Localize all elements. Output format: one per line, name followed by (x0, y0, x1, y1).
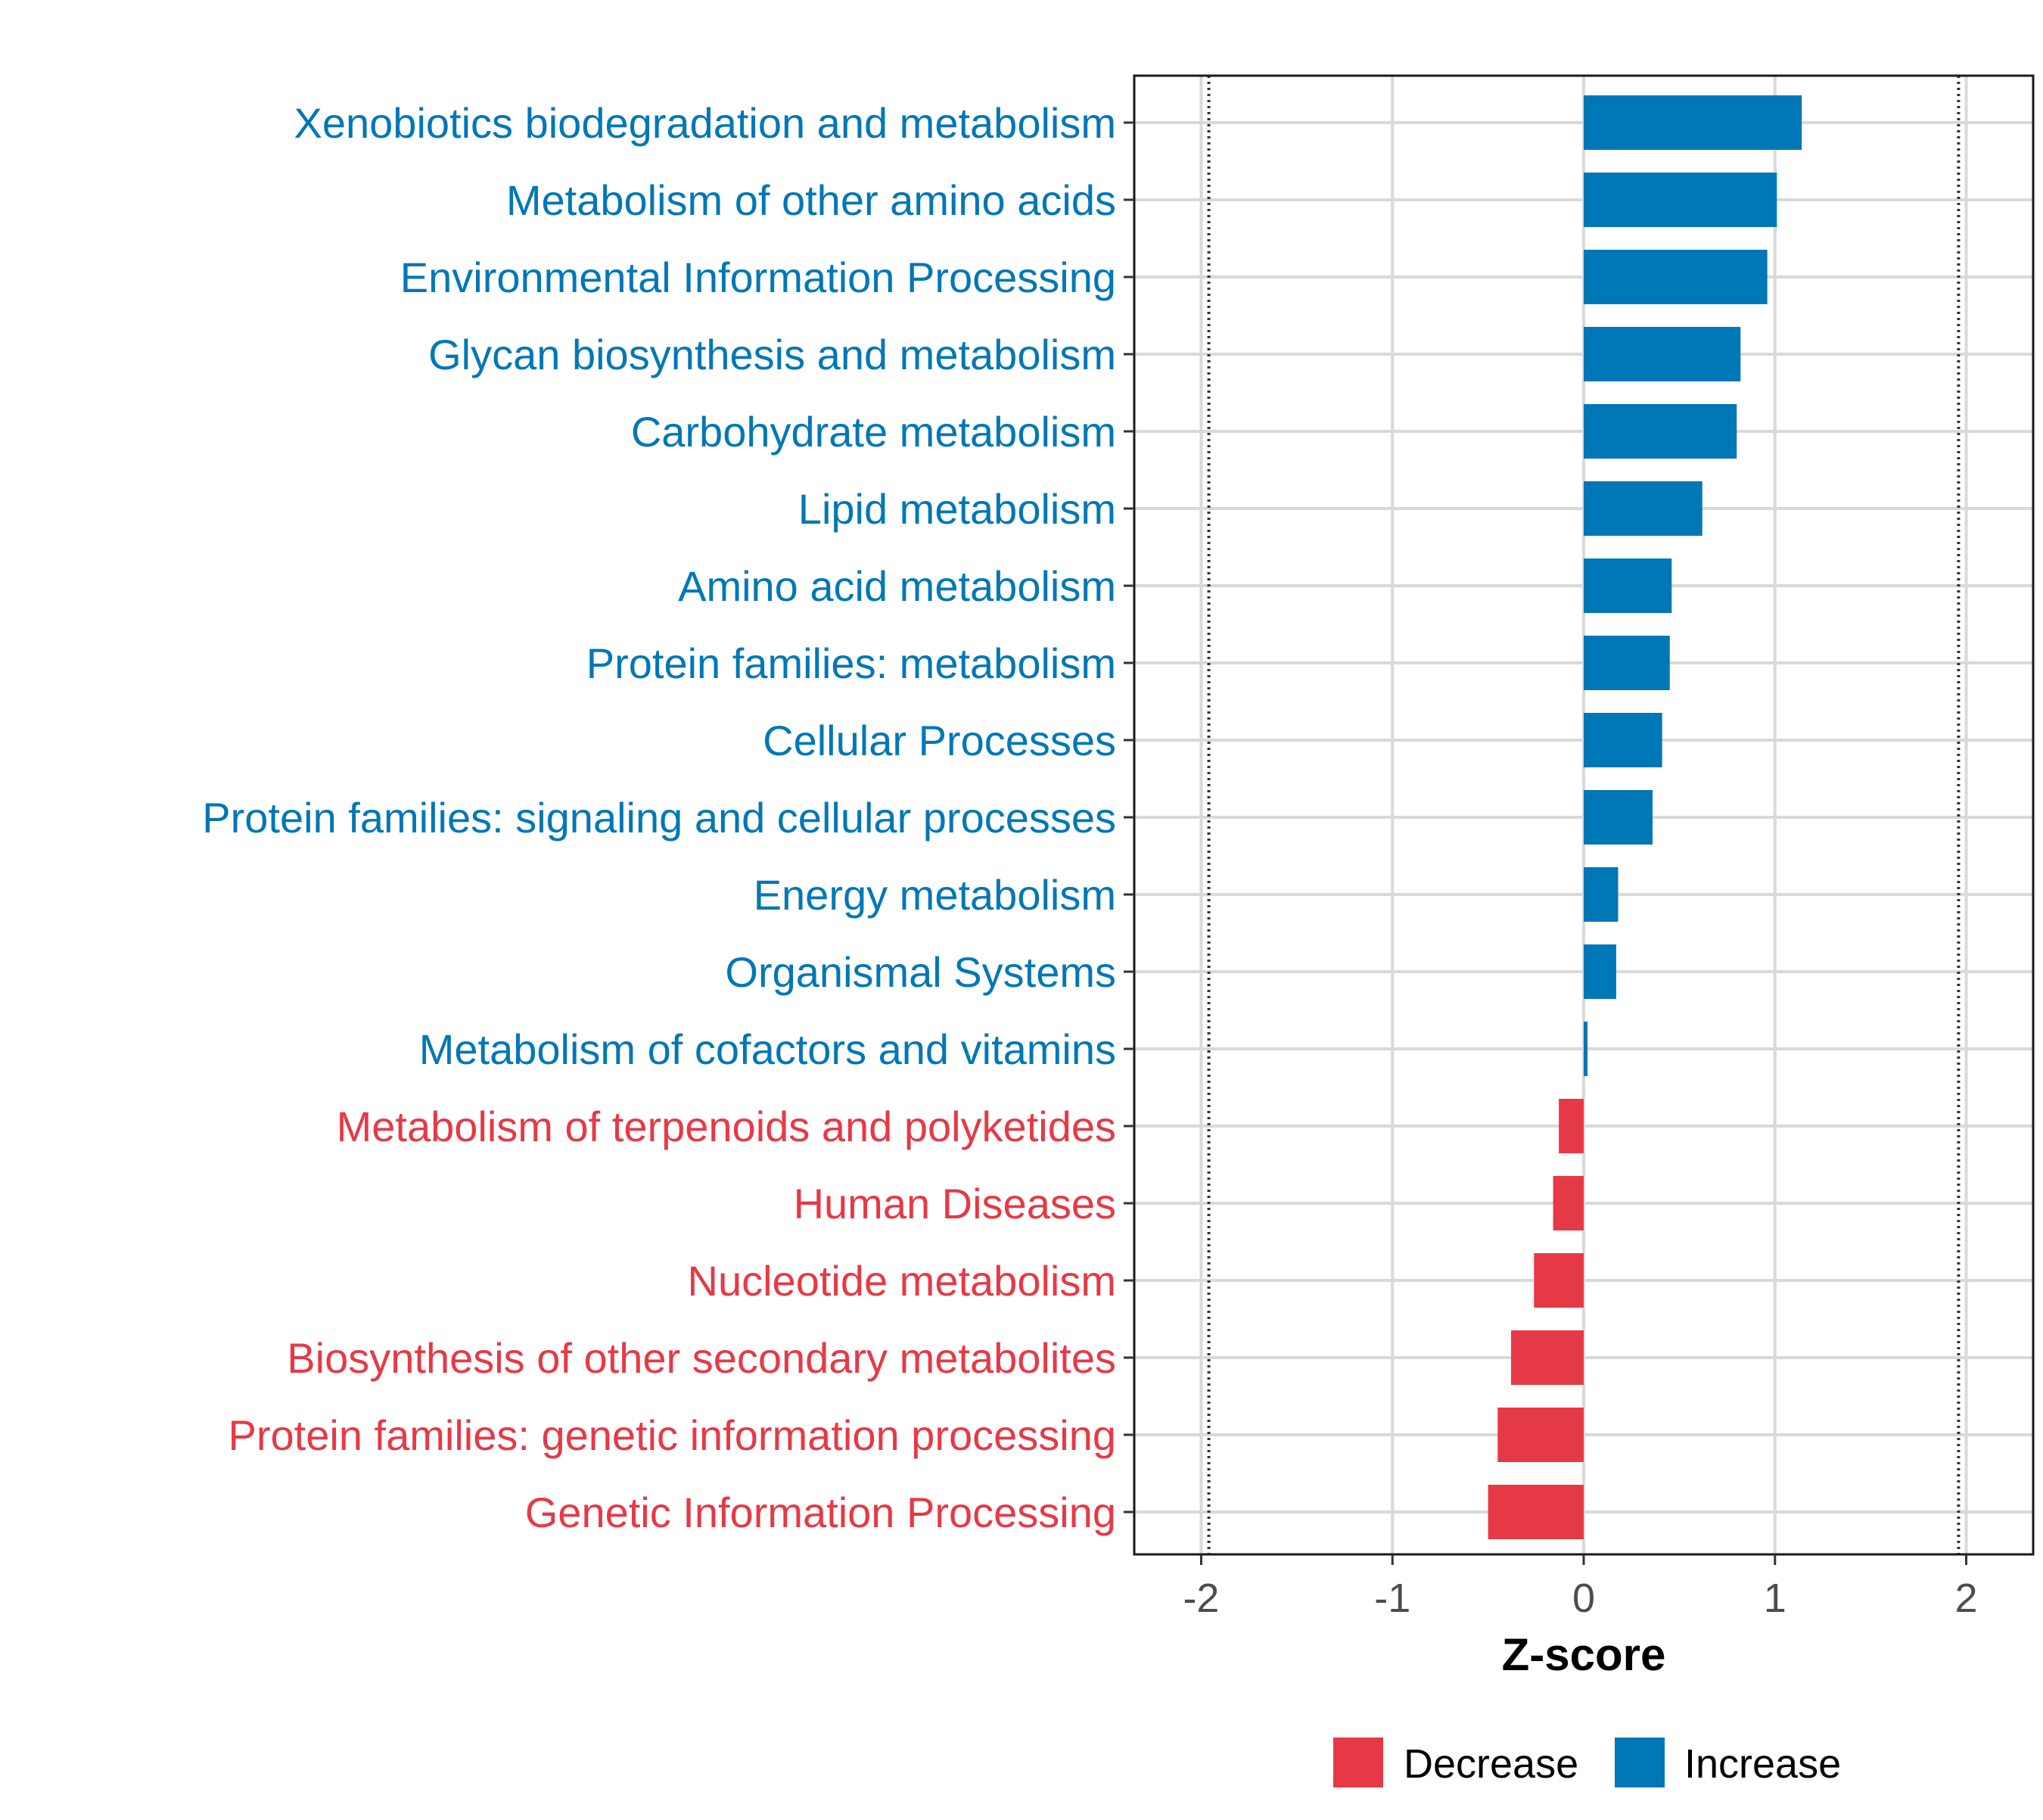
legend-label-increase: Increase (1684, 1741, 1841, 1787)
x-tick-label: -1 (1374, 1576, 1410, 1621)
x-tick-label: -2 (1183, 1576, 1219, 1621)
bar (1584, 790, 1653, 845)
category-label: Cellular Processes (763, 717, 1116, 764)
category-label: Carbohydrate metabolism (631, 408, 1116, 456)
category-label: Protein families: genetic information pr… (229, 1411, 1116, 1459)
bar (1584, 636, 1670, 690)
category-label: Metabolism of other amino acids (506, 176, 1116, 224)
category-label: Amino acid metabolism (678, 562, 1116, 610)
category-label: Environmental Information Processing (400, 254, 1116, 301)
category-label: Genetic Information Processing (525, 1489, 1116, 1536)
bar (1553, 1176, 1584, 1230)
bar (1584, 713, 1662, 767)
category-label: Glycan biosynthesis and metabolism (428, 331, 1116, 378)
bar (1584, 481, 1702, 536)
reference-lines (1207, 76, 1961, 1554)
bar (1584, 558, 1672, 613)
bar (1488, 1485, 1584, 1539)
category-label: Biosynthesis of other secondary metaboli… (287, 1334, 1116, 1382)
category-label: Xenobiotics biodegradation and metabolis… (294, 99, 1116, 147)
bar (1584, 250, 1768, 304)
bar (1584, 404, 1737, 459)
category-label: Energy metabolism (754, 871, 1116, 919)
bar (1559, 1099, 1584, 1153)
bar (1584, 867, 1619, 922)
legend-swatch-increase (1615, 1738, 1665, 1787)
category-label: Protein families: metabolism (586, 639, 1116, 687)
bar (1584, 1022, 1588, 1076)
legend-label-decrease: Decrease (1404, 1741, 1578, 1787)
x-tick-label: 2 (1955, 1576, 1978, 1621)
y-axis-ticks (1124, 121, 1134, 1514)
bar (1510, 1330, 1584, 1385)
y-axis-labels: Xenobiotics biodegradation and metabolis… (202, 99, 1116, 1536)
category-label: Metabolism of terpenoids and polyketides (337, 1103, 1116, 1150)
category-label: Metabolism of cofactors and vitamins (419, 1025, 1116, 1073)
bar (1497, 1408, 1584, 1462)
bar (1584, 95, 1802, 150)
category-label: Human Diseases (794, 1180, 1116, 1227)
bar (1584, 944, 1616, 999)
x-axis-ticks: -2 -1 0 1 2 (1183, 1554, 1978, 1621)
category-label: Protein families: signaling and cellular… (202, 794, 1116, 842)
bar (1534, 1253, 1584, 1308)
bar (1584, 173, 1777, 227)
category-label: Lipid metabolism (798, 485, 1116, 533)
x-tick-label: 0 (1572, 1576, 1595, 1621)
legend-swatch-decrease (1333, 1738, 1383, 1787)
x-tick-label: 1 (1764, 1576, 1786, 1621)
bar (1584, 327, 1741, 381)
category-label: Organismal Systems (725, 948, 1116, 996)
bars (1488, 95, 1802, 1539)
legend: Decrease Increase (1333, 1738, 1841, 1787)
category-label: Nucleotide metabolism (688, 1257, 1116, 1305)
x-axis-title: Z-score (1502, 1629, 1666, 1680)
